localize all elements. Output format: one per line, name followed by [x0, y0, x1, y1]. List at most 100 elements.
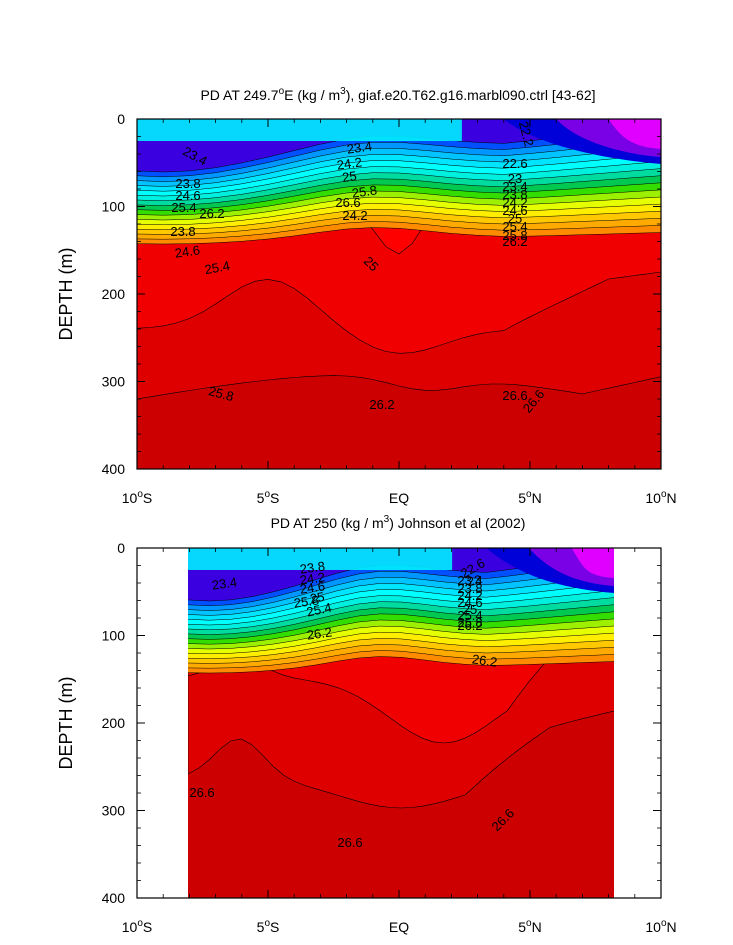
contour-strat-15 — [188, 656, 614, 674]
contour-label: 22.6 — [502, 156, 527, 171]
contour-label: 26.6 — [502, 388, 527, 403]
contour-label: 25.8 — [293, 592, 320, 610]
contour-strat-6 — [188, 597, 614, 631]
contour-label: 25.8 — [207, 383, 235, 404]
band-surface — [137, 119, 462, 141]
contour-label: 23.8 — [299, 558, 326, 576]
contour-strat-15 — [137, 227, 661, 245]
contour-strat-11 — [188, 631, 614, 655]
panel-1-contour-labels: 23.4 23.423.824.224.62525.425.826.226.623… — [170, 120, 547, 416]
y-tick-label: 400 — [102, 461, 126, 477]
contour-strat-4 — [188, 583, 614, 621]
contour-strat-10 — [137, 196, 661, 221]
band-magenta-cap — [608, 119, 661, 149]
y-tick-label: 0 — [117, 540, 125, 556]
contour-strat-3 — [188, 576, 614, 616]
panel-1-axes: 0 100 200 300 400 10oS 5oS EQ 5oN 10oN DEPTH (m) — [56, 111, 677, 506]
contour-label: 23.8 — [457, 581, 482, 596]
band-surface — [188, 548, 453, 570]
contour-strat-3 — [137, 147, 661, 187]
contour-label: 23 — [508, 171, 522, 186]
contour-label: 26.2 — [199, 206, 224, 221]
panel-1-title: PD AT 249.7oE (kg / m3), giaf.e20.T62.g1… — [200, 86, 595, 103]
contour-label: 22.2 — [516, 120, 537, 148]
contour-label: 24.2 — [457, 588, 482, 603]
y-tick-label: 0 — [117, 111, 125, 127]
band-26-4-line — [137, 119, 661, 354]
x-tick-label: 10oS — [122, 918, 152, 935]
contour-strat-8 — [188, 611, 614, 640]
contour-label: 24.6 — [457, 595, 482, 610]
contour-label: 26.2 — [502, 234, 527, 249]
band-23-8 — [137, 48, 661, 119]
contour-strat-10 — [188, 625, 614, 650]
y-tick-label: 400 — [102, 890, 126, 906]
x-tick-label: EQ — [389, 490, 409, 506]
contour-label: 23.4 — [502, 179, 527, 194]
contour-strat-7 — [188, 604, 614, 635]
x-tick-label: 10oN — [645, 489, 676, 506]
contour-label: 25 — [508, 211, 522, 226]
contour-label: 23.8 — [170, 224, 195, 239]
band-26-6-line — [188, 548, 614, 809]
contour-strat-5 — [137, 161, 661, 197]
contour-label: 23.8 — [502, 187, 527, 202]
panel-1-strata — [137, 119, 661, 469]
contour-label: 23.4 — [211, 574, 238, 592]
x-tick-label: 5oN — [518, 918, 541, 935]
contour-strat-7 — [137, 175, 661, 206]
contour-strat-9 — [137, 189, 661, 216]
contour-strat-14 — [188, 650, 614, 669]
x-tick-label: EQ — [389, 919, 409, 935]
contour-strat-8 — [137, 182, 661, 211]
contour-label: 24.6 — [175, 188, 200, 203]
contour-label: 24.2 — [336, 154, 363, 172]
band-magenta-cap — [571, 548, 614, 578]
y-tick-label: 300 — [102, 803, 126, 819]
contour-label: 26.2 — [457, 618, 482, 633]
contour-strat-12 — [137, 209, 661, 230]
contour-strat-5 — [188, 590, 614, 626]
contour-label: 25.4 — [457, 608, 482, 623]
x-tick-label: 5oS — [257, 918, 280, 935]
contour-label: 24.2 — [299, 569, 326, 587]
contour-label: 24.6 — [299, 578, 326, 596]
contour-label: 26.6 — [335, 195, 360, 210]
contour-label: 26.2 — [471, 651, 498, 669]
contour-strat-11 — [137, 202, 661, 226]
contour-label: 26.2 — [306, 624, 333, 642]
y-tick-label: 300 — [102, 374, 126, 390]
y-axis-label: DEPTH (m) — [56, 677, 76, 770]
x-tick-label: 5oS — [257, 489, 280, 506]
y-tick-label: 200 — [102, 715, 126, 731]
panel-2-contour-labels: 23.423.824.224.62525.425.826.226.626.226… — [189, 555, 517, 850]
contour-label: 23.4 — [346, 138, 373, 156]
y-tick-label: 100 — [102, 199, 126, 215]
contour-strat-14 — [137, 221, 661, 240]
contour-strat-13 — [188, 644, 614, 664]
x-tick-label: 10oN — [645, 918, 676, 935]
contour-label: 23 — [466, 572, 483, 589]
x-tick-label: 10oS — [122, 489, 152, 506]
contour-label: 25 — [341, 168, 357, 185]
contour-label: 26.6 — [337, 835, 362, 850]
contour-label: 25.4 — [171, 200, 196, 215]
contour-label: 25.8 — [351, 182, 378, 200]
contour-label: 25 — [463, 602, 477, 617]
panel-2-axes: 0 100 200 300 400 10oS 5oS EQ 5oN 10oN DEPTH (m) — [56, 540, 677, 935]
contour-label: 25.8 — [457, 615, 482, 630]
contour-label: 25 — [309, 589, 326, 606]
contour-label: 26.6 — [189, 785, 214, 800]
contour-strat-13 — [137, 215, 661, 235]
contour-label: 25.8 — [502, 228, 527, 243]
contour-strat-4 — [137, 154, 661, 192]
panel-2-title: PD AT 250 (kg / m3) Johnson et al (2002) — [271, 514, 526, 531]
contour-label: 24.6 — [502, 203, 527, 218]
contour-strat-12 — [188, 638, 614, 659]
contour-label: 25.4 — [203, 258, 231, 277]
contour-label: 24.2 — [342, 208, 367, 223]
y-tick-label: 200 — [102, 286, 126, 302]
panel-2-strata — [188, 548, 614, 898]
